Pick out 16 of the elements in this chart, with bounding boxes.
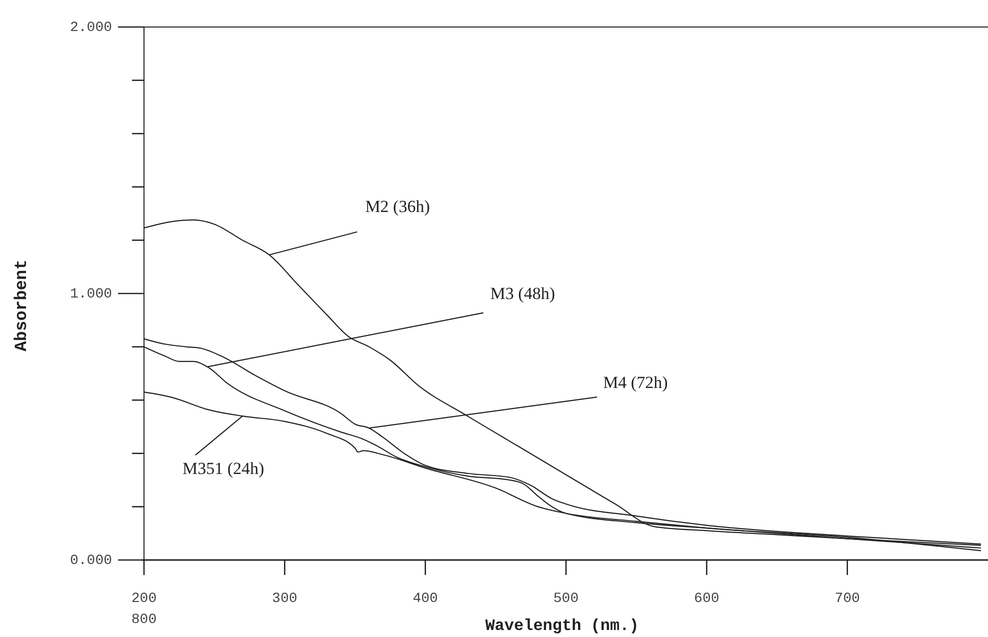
x-tick-label: 700 bbox=[834, 591, 860, 607]
x-tick-label: 300 bbox=[272, 591, 298, 607]
x-tick-label: 600 bbox=[694, 591, 720, 607]
annotation: M3 (48h) bbox=[490, 284, 556, 303]
annotation: M4 (72h) bbox=[603, 373, 668, 392]
x-axis-title: Wavelength (nm.) bbox=[485, 617, 639, 635]
y-tick-label: 1.000 bbox=[70, 286, 112, 302]
y-axis-title: Absorbent bbox=[13, 260, 32, 352]
y-tick-label: 2.000 bbox=[70, 20, 112, 36]
annotation: M351 (24h) bbox=[182, 459, 264, 478]
x-tick-label: 200 bbox=[131, 591, 157, 607]
text: 800 bbox=[131, 612, 157, 628]
x-tick-label: 400 bbox=[412, 591, 438, 607]
x-tick-label: 500 bbox=[553, 591, 579, 607]
y-tick-label: 0.000 bbox=[70, 553, 112, 569]
annotation: M2 (36h) bbox=[365, 196, 430, 216]
